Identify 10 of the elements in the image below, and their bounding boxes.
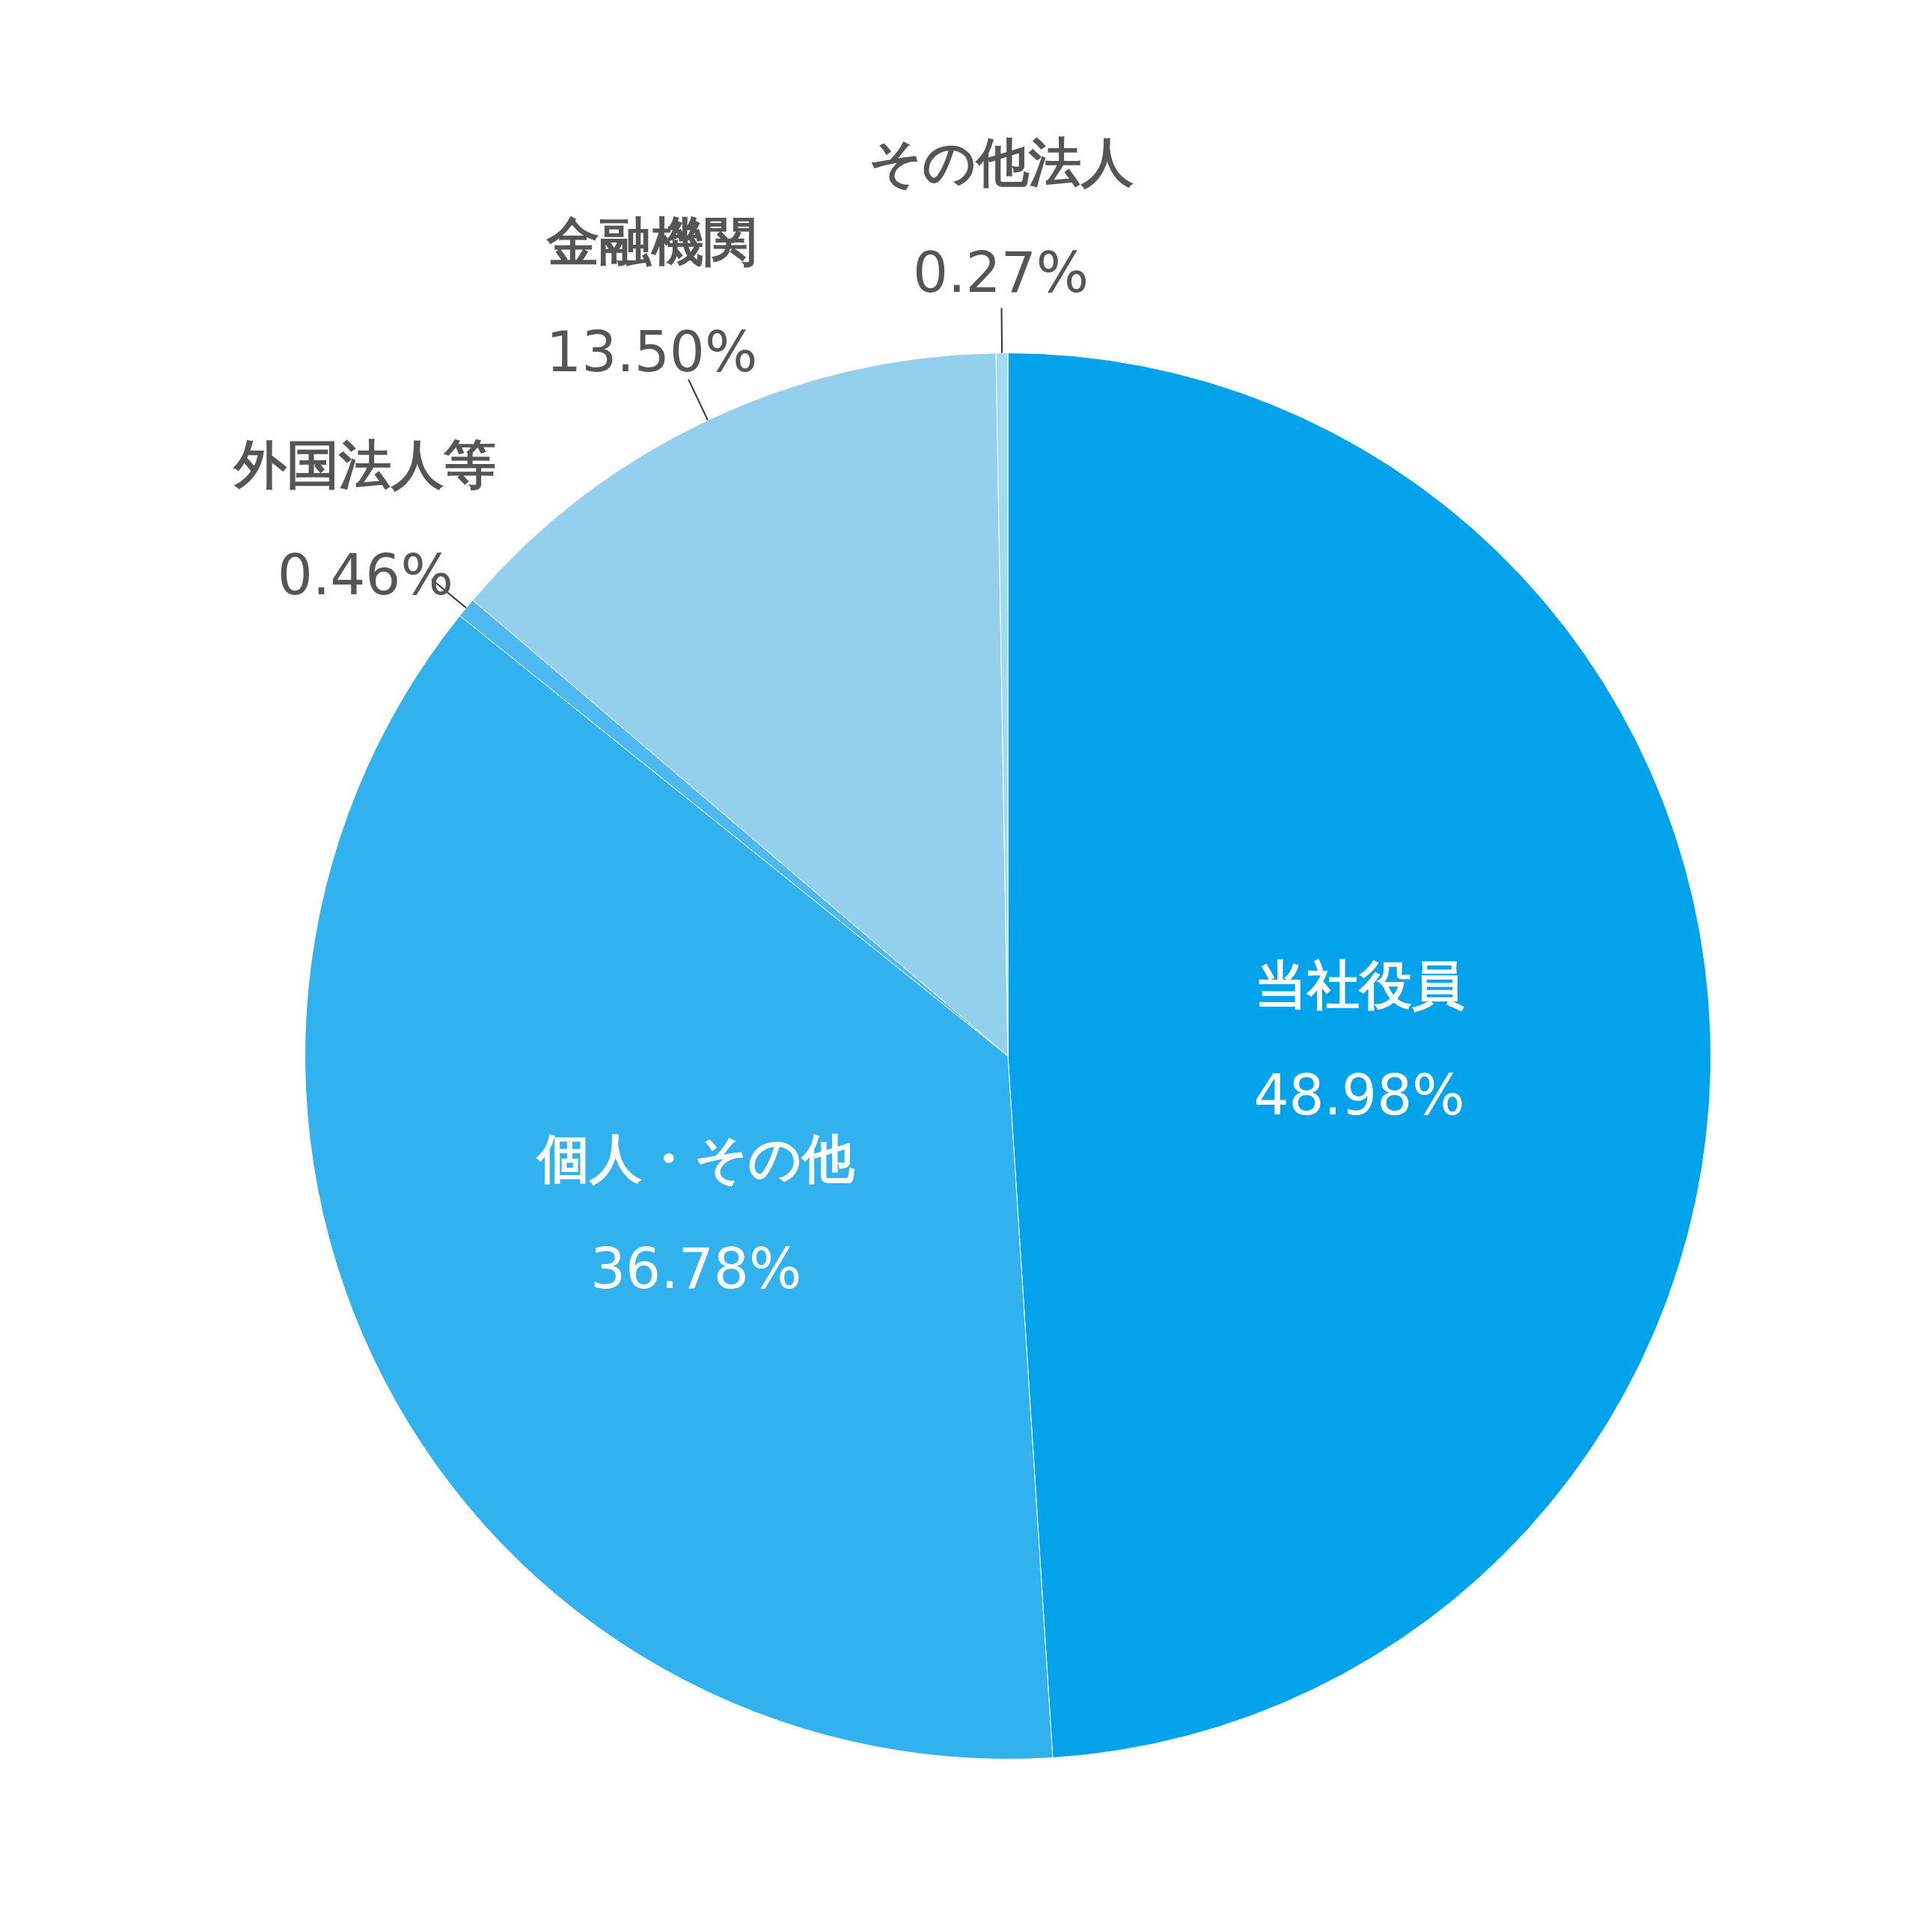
data-label: 13.50% <box>546 320 758 385</box>
slice-label: 当社役員 <box>1254 954 1464 1016</box>
slice-label: その他法人 <box>868 131 1134 193</box>
data-label: 0.27% <box>913 240 1089 305</box>
data-label: 0.46% <box>277 542 453 607</box>
data-label: 48.98% <box>1253 1063 1465 1128</box>
slice-label: 金融機関 <box>545 211 757 273</box>
slice-label: 個人・その他 <box>536 1127 856 1189</box>
data-label: 36.78% <box>590 1236 802 1301</box>
slice-label: 外国法人等 <box>233 433 497 495</box>
